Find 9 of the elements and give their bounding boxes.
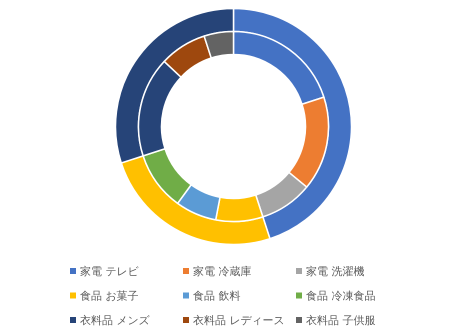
legend-label: 食品 飲料 <box>193 290 240 302</box>
legend-label: 衣料品 メンズ <box>80 314 150 327</box>
legend-label: 食品 冷凍食品 <box>306 290 376 302</box>
legend-label: 家電 洗濯機 <box>306 265 364 278</box>
legend-label: 衣料品 レディース <box>193 314 284 327</box>
legend-label: 衣料品 子供服 <box>306 314 376 327</box>
legend-label: 家電 テレビ <box>80 265 140 278</box>
legend-label: 食品 お菓子 <box>80 290 138 302</box>
legend-label: 家電 冷蔵庫 <box>193 265 252 278</box>
